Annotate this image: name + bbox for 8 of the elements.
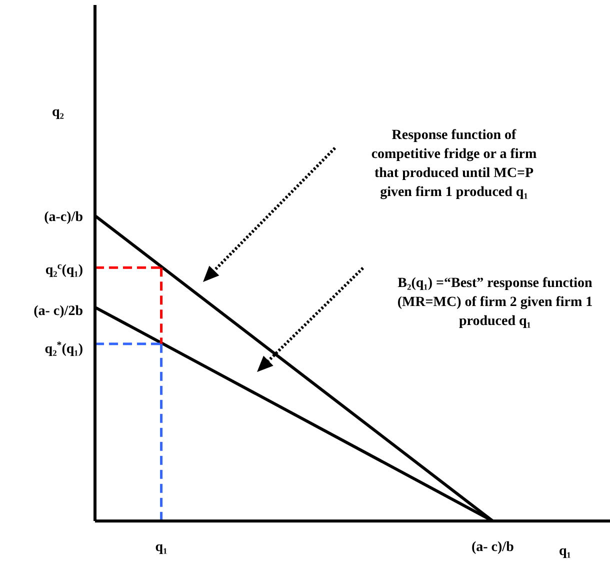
annotation: q₂$^{c}$(q₁) xyxy=(45,260,84,278)
annotation: B₂(q₁) =“Best” response function (MR=MC) of firm 2 given firm 1 produced q₁ xyxy=(396,275,594,331)
annotation: (a-c)/b xyxy=(44,210,84,225)
annotation: q₂$^{*}$(q₁) xyxy=(44,340,84,357)
x-tick-label: (a- c)/b xyxy=(471,540,514,555)
annotation: (a- c)/2b xyxy=(34,304,84,319)
text: q₂ xyxy=(52,105,64,120)
text: Response function of competitive fridge or a firm that produced until MC=P given firm 1 produced q₁ xyxy=(370,127,538,202)
